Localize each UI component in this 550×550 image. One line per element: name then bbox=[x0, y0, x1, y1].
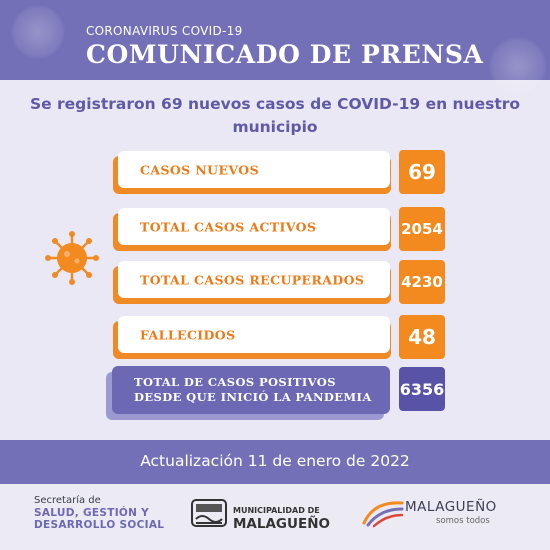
stat-label: TOTAL CASOS ACTIVOS bbox=[140, 219, 317, 234]
municipality-label: MUNICIPALIDAD DE bbox=[233, 506, 320, 515]
municipality-name: MALAGUEÑO bbox=[233, 516, 330, 532]
total-label: TOTAL DE CASOS POSITIVOS DESDE QUE INICI… bbox=[134, 375, 372, 405]
brand-name: MALAGUEÑO bbox=[405, 499, 497, 515]
stat-label: CASOS NUEVOS bbox=[140, 162, 259, 177]
headline: Se registraron 69 nuevos casos de COVID-… bbox=[29, 95, 521, 136]
footer bbox=[0, 484, 550, 550]
virus-decoration-icon bbox=[488, 36, 548, 96]
total-label-line1: TOTAL DE CASOS POSITIVOS bbox=[134, 375, 336, 389]
update-date: Actualización 11 de enero de 2022 bbox=[140, 452, 410, 470]
secretaria-line3: DESARROLLO SOCIAL bbox=[34, 519, 165, 531]
secretaria-label: Secretaría de bbox=[34, 495, 101, 506]
stat-label: FALLECIDOS bbox=[140, 327, 236, 342]
header-banner: CORONAVIRUS COVID-19 COMUNICADO DE PRENS… bbox=[0, 0, 550, 96]
stat-value: 2054 bbox=[399, 207, 445, 251]
page-title: COMUNICADO DE PRENSA bbox=[86, 40, 484, 69]
virus-icon bbox=[45, 231, 99, 285]
stat-label: TOTAL CASOS RECUPERADOS bbox=[140, 272, 365, 287]
stat-row: TOTAL CASOS ACTIVOS bbox=[118, 208, 390, 245]
total-value: 6356 bbox=[399, 367, 445, 411]
total-positive-row: TOTAL DE CASOS POSITIVOS DESDE QUE INICI… bbox=[112, 366, 390, 414]
stat-value: 48 bbox=[399, 315, 445, 359]
stat-value: 4230 bbox=[399, 260, 445, 304]
update-bar: Actualización 11 de enero de 2022 bbox=[0, 440, 550, 484]
municipal-crest-icon bbox=[191, 499, 227, 527]
virus-decoration-icon bbox=[10, 4, 66, 60]
brand-slogan: somos todos bbox=[436, 516, 490, 526]
stat-value: 69 bbox=[399, 150, 445, 194]
stat-row: TOTAL CASOS RECUPERADOS bbox=[118, 261, 390, 298]
total-label-line2: DESDE QUE INICIÓ LA PANDEMIA bbox=[134, 390, 372, 404]
stat-row: CASOS NUEVOS bbox=[118, 151, 390, 188]
header-kicker: CORONAVIRUS COVID-19 bbox=[86, 24, 243, 38]
secretaria-line2: SALUD, GESTIÓN Y bbox=[34, 507, 150, 519]
stat-row: FALLECIDOS bbox=[118, 316, 390, 353]
malagueno-swoosh-icon bbox=[362, 501, 404, 528]
